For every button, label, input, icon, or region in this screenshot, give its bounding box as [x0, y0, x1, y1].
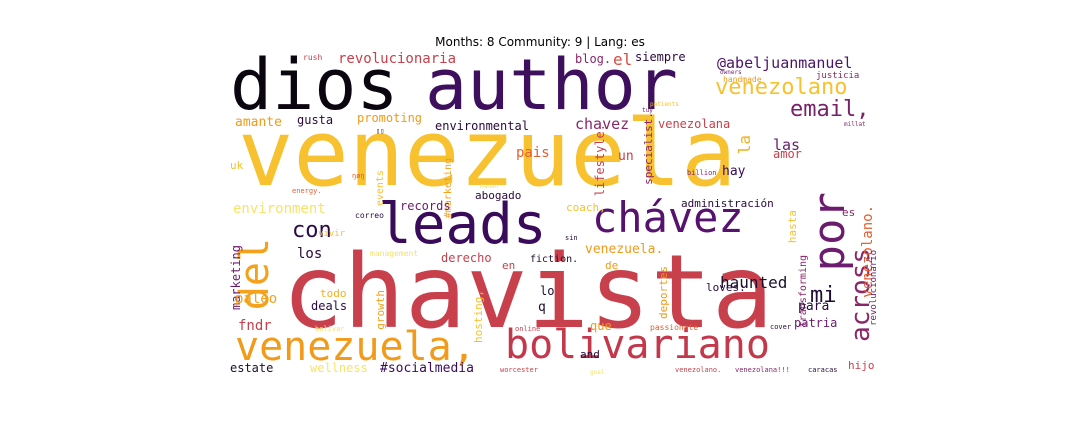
word-que: que [590, 319, 612, 333]
word-cha-vez: chávez [592, 193, 744, 242]
word-growth: growth [374, 290, 387, 330]
word-la: la [735, 135, 754, 155]
word-email: email, [790, 97, 870, 122]
word-las: las [773, 136, 801, 154]
word-leads: leads [378, 192, 547, 257]
chart-title: Months: 8 Community: 9 | Lang: es [435, 35, 645, 49]
word-venezolano: venezolano [715, 75, 848, 100]
word-venezuela: venezuela. [585, 242, 664, 257]
word-events: events [375, 170, 386, 207]
word-con: con [292, 218, 332, 243]
word-para: para [798, 299, 830, 314]
word-hijo: hijo [848, 359, 875, 372]
word-derecho: derecho [441, 251, 492, 265]
word-administracio-n: administración [681, 197, 774, 210]
word-correo: correo [355, 211, 384, 220]
word-chavez: chavez [575, 115, 630, 133]
word-loves: loves: [706, 281, 746, 294]
word-revolucionario: revolucionario [869, 250, 879, 326]
word-cloud: chavista venezuela author dios leads chávez ve… [230, 50, 880, 380]
word-hay: hay [722, 164, 746, 179]
word-lifestyle: lifestyle. [593, 124, 607, 197]
word-worcester: worcester [500, 366, 538, 374]
word-paleo: paleo [235, 291, 278, 307]
word-environmental: environmental [435, 119, 529, 133]
word-handmade: handmade [723, 75, 762, 84]
word-socialmedia: #socialmedia [380, 361, 474, 376]
word-fndr: fndr [238, 318, 272, 334]
word-venezolana: venezolana [658, 117, 731, 131]
word-lo: lo [540, 284, 555, 298]
word-amante: amante [235, 115, 282, 130]
word-todo: todo [320, 287, 347, 300]
word-rush: rush [303, 53, 323, 62]
word-venezolano: venezolano. [675, 366, 722, 374]
word-dios: dios [230, 50, 399, 126]
word-tuy: tuy [642, 107, 653, 114]
word-chavista: chavista [282, 233, 774, 352]
word-gusta: gusta [297, 113, 334, 127]
word-un: un [618, 149, 634, 164]
word-haunted: haunted [720, 273, 788, 292]
word-deportes: deportes [657, 266, 670, 319]
word-promoting: promoting [357, 111, 423, 125]
word-vivir: vivir [318, 229, 346, 239]
word-uk: uk [230, 159, 244, 172]
word-fiction: fiction. [530, 254, 579, 265]
word-venezolana: venezolana!!! [735, 366, 790, 374]
word-hasta: hasta [786, 210, 799, 244]
word-word: ▯▯ [376, 127, 385, 135]
word-billion: billion [687, 169, 717, 177]
word-hosting: hosting, [472, 290, 485, 343]
word-wellness: wellness [310, 361, 368, 375]
word-millat: millat [844, 121, 866, 128]
word-management: management [370, 249, 419, 258]
word-records: records [400, 199, 451, 213]
word-q: q [538, 300, 546, 315]
word-amor: amor [773, 147, 802, 161]
word-energy: energy. [292, 187, 322, 195]
word-word: ŋøŋ [352, 172, 365, 180]
word-specialist: specialist. [642, 112, 655, 185]
word-bolivariano: bolivariano [505, 322, 770, 368]
word-sin: sin [565, 234, 578, 242]
word-maman: maman [480, 183, 499, 190]
word-revolucionaria: revolucionaria [338, 51, 457, 67]
word-author: author [425, 50, 678, 126]
word-es: es [842, 206, 856, 219]
word-en: en [502, 259, 516, 272]
word-caracas: caracas [808, 366, 838, 374]
word-cover: cover [770, 323, 792, 331]
word-siempre: siempre [635, 50, 686, 64]
word-passionate: passionate [650, 323, 699, 332]
word-venezuela: venezuela, [235, 324, 476, 370]
word-los: los [297, 246, 323, 262]
word-coach: coach, [566, 201, 606, 214]
word-and: and [580, 348, 600, 361]
word-patria: patria [794, 316, 838, 330]
word-mi: mi [810, 283, 837, 308]
word-abogado: abogado [475, 189, 522, 202]
word-owners: owners [720, 69, 742, 76]
word-environment: environment [233, 201, 326, 217]
word-patients: patients [650, 101, 679, 108]
word-online: online [515, 325, 541, 333]
word-de: de [605, 259, 619, 272]
word-venezuela: venezuela [238, 100, 737, 207]
word-estate: estate [230, 361, 274, 375]
word-bolivar: bolivar [315, 325, 345, 333]
word-blog: blog. [575, 52, 612, 66]
word-justicia: justicia [816, 71, 860, 81]
word-abeljuanmanuel: @abeljuanmanuel [717, 54, 853, 72]
word-goal: goal [590, 369, 605, 376]
word-deals: deals [311, 299, 348, 313]
word-el: el [613, 50, 633, 69]
word-pais: pais [516, 145, 550, 161]
